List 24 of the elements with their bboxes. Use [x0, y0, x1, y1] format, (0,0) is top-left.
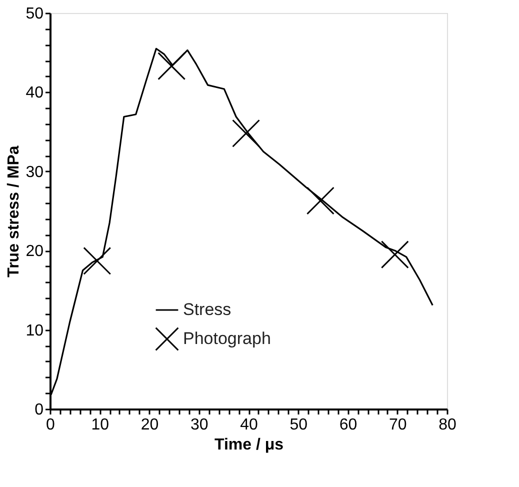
legend-label: Stress: [183, 300, 232, 319]
point: [83, 246, 112, 275]
point: [232, 119, 260, 148]
x-tick-label: 50: [290, 416, 308, 434]
point: [306, 186, 334, 215]
x-tick-label: 70: [388, 416, 407, 434]
x-tick-label: 10: [91, 416, 110, 434]
x-tick-label: 80: [438, 416, 456, 434]
x-tick-label: 60: [339, 416, 358, 434]
point: [380, 240, 409, 269]
y-tick-label: 10: [26, 322, 44, 340]
x-tick-label: 0: [46, 416, 56, 434]
y-axis-title: True stress / MPa: [6, 146, 23, 278]
y-tick-label: 50: [26, 6, 44, 22]
y-tick-label: 0: [34, 402, 44, 418]
point: [158, 52, 186, 80]
x-tick-label: 30: [190, 416, 208, 434]
y-tick-label: 20: [26, 243, 44, 260]
x-tick-label: 40: [240, 416, 258, 434]
x-tick-label: 20: [140, 416, 159, 434]
y-tick-label: 40: [26, 84, 44, 102]
x-axis-title: Time / μs: [214, 436, 284, 454]
legend-label: Photograph: [183, 329, 271, 348]
y-tick-label: 30: [26, 164, 44, 181]
